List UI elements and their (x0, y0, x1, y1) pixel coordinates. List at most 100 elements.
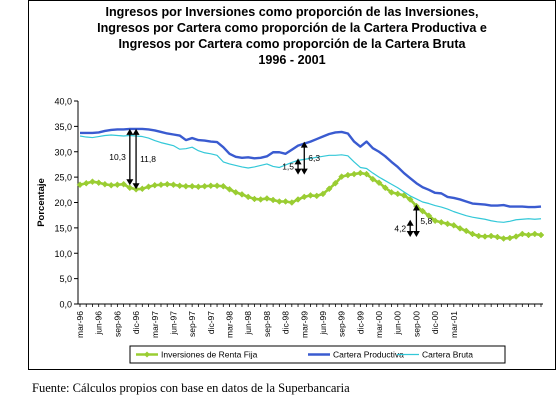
series-point (400, 192, 408, 199)
y-tick-label: 20,0 (54, 198, 72, 208)
series-point (338, 173, 346, 180)
x-tick-label: sep-96 (112, 311, 122, 337)
x-tick-label: mar-96 (75, 311, 85, 338)
series-line (79, 171, 542, 240)
annotation-arrowhead (294, 168, 302, 175)
series-point (444, 220, 451, 228)
series-point (356, 169, 364, 177)
legend-label: Inversiones de Renta Fija (161, 350, 258, 360)
series-point (475, 232, 483, 240)
series-point (269, 196, 277, 204)
chart-annotations: 10,3 11,8 1,5 6,3 4,2 5,8 (109, 128, 432, 238)
x-tick-label: mar-97 (150, 311, 160, 338)
y-tick-label: 40,0 (54, 97, 72, 107)
x-tick-label: dic-00 (430, 311, 440, 334)
x-tick-label: dic-99 (355, 311, 365, 334)
y-tick-label: 5,0 (59, 274, 72, 284)
x-tick-label: jun-97 (168, 311, 178, 336)
y-tick-label: 35,0 (54, 122, 72, 132)
legend-marker (144, 351, 150, 358)
annotation-label: 1,5 (282, 161, 294, 171)
series-point (437, 218, 445, 226)
series-point (425, 212, 433, 220)
series-point (263, 195, 271, 202)
series-point (481, 233, 489, 240)
series-point (157, 181, 165, 189)
y-tick-label: 15,0 (54, 223, 72, 233)
y-axis-label: Porcentaje (36, 178, 47, 227)
x-tick-label: jun-00 (393, 311, 403, 336)
series-point (462, 227, 470, 235)
series-point (232, 188, 240, 196)
series-point (89, 178, 96, 186)
title-line-4: 1996 - 2001 (258, 53, 326, 67)
series-point (207, 182, 215, 190)
series-point (219, 182, 227, 190)
series-point (487, 232, 495, 240)
chart-title: Ingresos por Inversiones como proporción… (28, 4, 556, 68)
series-line (80, 127, 542, 209)
series-point (506, 234, 514, 242)
series-point (431, 217, 439, 225)
y-tick-label: 0,0 (59, 300, 72, 310)
series-point (138, 185, 146, 193)
x-tick-label: sep-97 (187, 311, 197, 337)
series-point (176, 182, 184, 190)
series-point (226, 185, 233, 193)
series-point (350, 170, 358, 178)
series-point (319, 190, 327, 198)
annotation-arrowhead (300, 141, 308, 148)
x-tick-label: sep-98 (262, 311, 272, 337)
title-line-1: Ingresos por Inversiones como proporción… (105, 5, 479, 19)
series-point (82, 179, 90, 187)
series-point (120, 180, 127, 188)
chart-legend: Inversiones de Renta Fija Cartera Product… (129, 345, 506, 364)
series-point (469, 230, 476, 238)
x-tick-label: jun-96 (94, 311, 104, 336)
annotation-label: 5,8 (420, 216, 432, 226)
series-point (151, 181, 159, 189)
series-line (79, 134, 542, 223)
x-tick-label: dic-97 (206, 311, 216, 334)
x-tick-label: mar-01 (449, 311, 459, 338)
series-point (500, 235, 507, 242)
series-point (188, 182, 196, 190)
series-point (294, 196, 302, 203)
x-tick-label: mar-98 (225, 311, 235, 338)
series-point (525, 231, 532, 239)
annotation-arrowhead (126, 128, 134, 135)
annotation-arrowhead (300, 168, 308, 175)
annotation-label: 11,8 (140, 154, 156, 164)
x-tick-label: jun-99 (318, 311, 328, 336)
annotation-arrowhead (132, 183, 140, 190)
line-chart: 0,0 5,0 10,0 15,0 20,0 25,0 30,0 35,0 40,0 Porcen… (36, 97, 545, 364)
series-point (419, 207, 426, 215)
series-point (518, 230, 526, 238)
series-point (512, 233, 520, 240)
series-point (406, 196, 414, 203)
series-point (325, 185, 333, 193)
series-point (126, 184, 134, 192)
series-point (369, 175, 377, 183)
x-tick-label: mar-99 (299, 311, 309, 338)
series-point (388, 188, 395, 196)
series-point (213, 182, 221, 190)
series-point (494, 233, 501, 241)
x-tick-label: dic-96 (131, 311, 141, 334)
series-point (182, 182, 190, 190)
series-point (145, 183, 152, 191)
series-point (195, 183, 202, 191)
series-point (394, 190, 402, 198)
series-point (531, 230, 539, 238)
series-point (456, 225, 464, 232)
series-point (375, 179, 383, 187)
series-point (275, 198, 283, 205)
title-line-3: Ingresos por Cartera como proporción de … (118, 37, 466, 51)
x-tick-label: dic-98 (281, 311, 291, 334)
y-tick-label: 30,0 (54, 147, 72, 157)
series-point (107, 181, 115, 189)
series-point (114, 181, 121, 189)
annotation-arrowhead (406, 219, 414, 226)
series-point (101, 180, 109, 188)
annotation-label: 6,3 (308, 153, 320, 163)
